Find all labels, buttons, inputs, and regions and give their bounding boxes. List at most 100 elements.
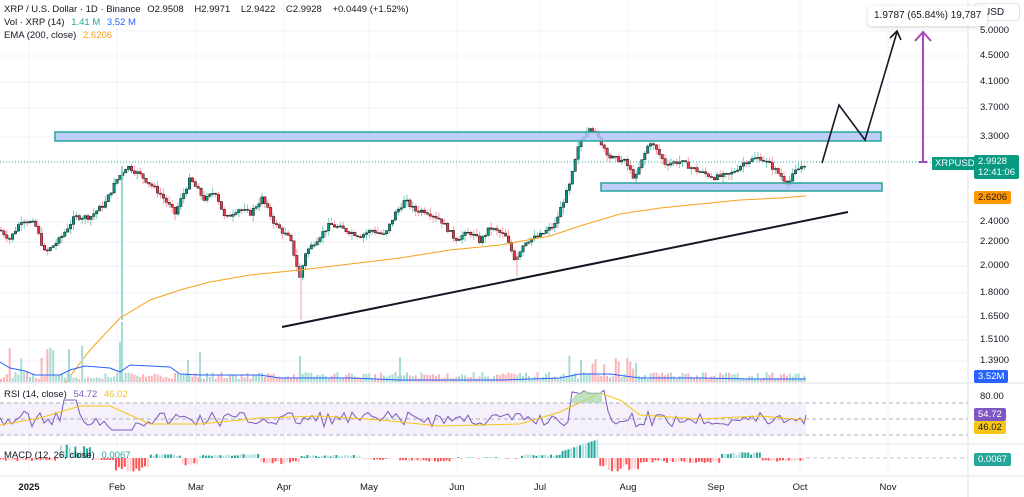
ohlc-low: L2.9422 (240, 4, 276, 15)
candle-body (31, 220, 35, 223)
volume-bar (620, 376, 623, 382)
volume-bar (229, 375, 232, 382)
volume-bar (58, 375, 60, 382)
macd-histogram-bar (178, 455, 181, 458)
volume-bar (203, 378, 205, 382)
macd-histogram-bar (779, 458, 782, 461)
volume-bar (95, 377, 98, 382)
macd-histogram-bar (373, 458, 376, 460)
candle-body (556, 216, 560, 224)
macd-histogram-bar (625, 458, 628, 465)
candle-body (773, 168, 777, 170)
volume-bar (11, 377, 14, 382)
time-tick: Sep (707, 482, 725, 493)
volume-bar (116, 373, 118, 382)
rsi-legend[interactable]: RSI (14, close) 54.72 46.02 (4, 388, 132, 401)
macd-histogram-bar (457, 457, 460, 458)
macd-histogram-bar (489, 457, 492, 458)
macd-histogram-bar (274, 458, 277, 462)
candle-body (776, 168, 780, 174)
macd-histogram-bar (312, 455, 315, 458)
rsi-overbought-fill (570, 391, 602, 403)
macd-histogram-bar (199, 455, 202, 458)
candle-body (5, 234, 9, 239)
macd-histogram-bar (48, 458, 51, 460)
macd-histogram-bar (144, 458, 146, 467)
candle-body (794, 169, 798, 174)
candle-body (101, 205, 104, 208)
volume-bar (783, 373, 785, 382)
volume-bar (580, 360, 582, 382)
macd-histogram-bar (231, 455, 233, 458)
measure-arrowhead (914, 30, 932, 42)
rsi-upper-level: 80.00 (980, 391, 1004, 402)
macd-histogram-bar (320, 456, 323, 458)
candle-body (72, 216, 75, 225)
candle-body (251, 208, 255, 216)
volume-bar (693, 377, 696, 382)
candle-body (562, 202, 566, 208)
volume-bar (130, 373, 133, 382)
candle-body (660, 154, 664, 159)
volume-bar (742, 378, 745, 382)
candle-body (463, 231, 467, 236)
volume-legend[interactable]: Vol · XRP (14) 1.41 M 3.52 M (4, 16, 140, 29)
volume-bar (597, 375, 600, 382)
candle-body (309, 244, 313, 250)
time-tick: Apr (276, 482, 292, 493)
volume-bar (661, 372, 664, 382)
candle-body (449, 230, 452, 232)
volume-bar (371, 378, 374, 382)
macd-histogram-bar (686, 458, 689, 463)
candle-body (231, 214, 235, 217)
macd-histogram-bar (616, 458, 619, 472)
macd-histogram-bar (10, 458, 13, 461)
candle-body (617, 156, 621, 163)
symbol-title[interactable]: XRP / U.S. Dollar · 1D · Binance (4, 4, 141, 15)
macd-histogram-bar (103, 458, 106, 460)
volume-bar (400, 375, 403, 382)
ema-legend[interactable]: EMA (200, close) 2.6206 (4, 29, 116, 42)
candle-body (631, 169, 635, 179)
volume-bar (310, 372, 313, 382)
candle-body (565, 190, 568, 203)
volume-bar (643, 375, 646, 382)
volume-bar (197, 377, 200, 382)
volume-bar (139, 376, 142, 382)
candle-body (330, 223, 334, 225)
macd-histogram-bar (776, 458, 779, 462)
candle-body (393, 211, 397, 221)
price-tick: 1.8000 (980, 287, 1010, 298)
volume-bar (495, 374, 498, 382)
macd-histogram-bar (225, 454, 228, 458)
candle-body (43, 245, 46, 251)
candle-body (527, 241, 531, 244)
macd-histogram-bar (42, 458, 45, 460)
candle-body (730, 171, 734, 175)
volume-bar-spike (119, 342, 121, 382)
macd-histogram-bar (228, 454, 231, 458)
candle-body (86, 215, 90, 220)
macd-histogram-bar (289, 458, 291, 463)
macd-histogram-bar (294, 458, 297, 462)
candle-body (312, 244, 316, 247)
macd-histogram-bar (773, 458, 776, 461)
macd-histogram-bar (407, 458, 410, 462)
macd-legend[interactable]: MACD (12, 26, close) 0.0067 (4, 449, 135, 462)
volume-bar (220, 372, 223, 382)
candle-body (614, 155, 618, 158)
volume-bar (92, 378, 95, 382)
ema-line (64, 195, 807, 384)
macd-histogram-bar (558, 454, 561, 458)
volume-bar (243, 377, 246, 382)
volume-bar (603, 364, 606, 382)
volume-bar (719, 372, 722, 382)
candle-body (721, 173, 725, 177)
candle-body (277, 224, 281, 229)
volume-bar-spike (121, 322, 123, 382)
volume-bar (539, 378, 542, 382)
volume-bar (446, 373, 449, 382)
macd-histogram-bar (529, 454, 532, 458)
candle-body (153, 185, 157, 188)
